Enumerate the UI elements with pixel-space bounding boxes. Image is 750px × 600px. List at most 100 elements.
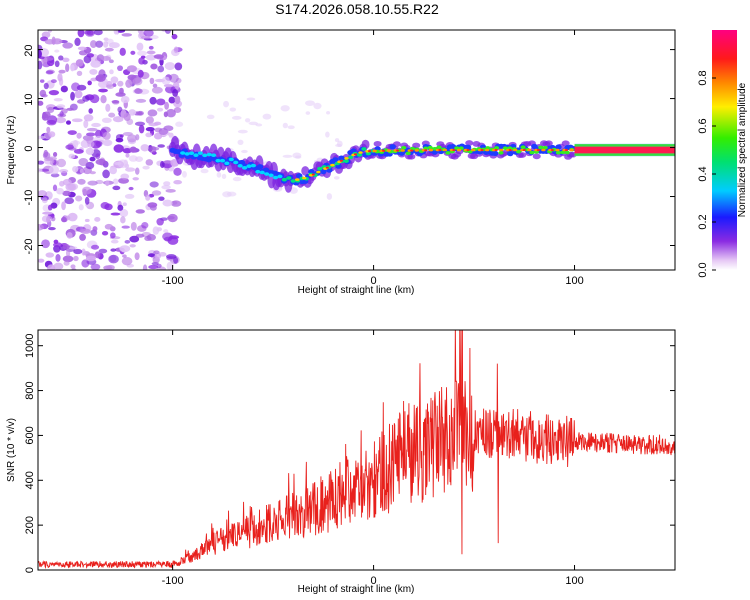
noise-blob — [146, 234, 157, 241]
noise-blob — [334, 138, 340, 143]
noise-blob — [68, 153, 76, 159]
noise-blob — [147, 109, 158, 117]
noise-blob — [117, 159, 129, 169]
noise-blob — [92, 226, 98, 232]
noise-blob — [84, 196, 90, 205]
noise-blob — [132, 77, 143, 86]
noise-blob — [135, 98, 147, 103]
noise-blob — [282, 122, 288, 129]
noise-blob — [83, 119, 89, 129]
noise-blob — [158, 127, 169, 136]
noise-blob — [120, 216, 126, 224]
spectrogram-y-tick-label: -10 — [23, 190, 35, 206]
trace-peak — [386, 149, 391, 152]
noise-blob — [142, 264, 148, 270]
trace-core — [516, 149, 522, 154]
trace-core — [520, 145, 526, 150]
noise-blob — [43, 157, 54, 162]
noise-blob — [164, 62, 176, 71]
noise-blob — [66, 107, 74, 111]
snr-x-tick-label: 100 — [565, 575, 583, 587]
noise-blob — [56, 104, 66, 109]
noise-blob — [57, 73, 63, 82]
colorbar-ticks: 0.0 0.2 0.4 0.6 0.8 — [697, 70, 716, 278]
noise-blob — [38, 60, 43, 70]
noise-blob — [167, 213, 178, 223]
noise-blob — [102, 131, 111, 141]
noise-blob — [292, 152, 302, 159]
noise-blob — [46, 106, 55, 113]
noise-blob — [125, 167, 136, 172]
noise-blob — [93, 30, 103, 36]
noise-blob — [112, 116, 124, 123]
noise-blob — [170, 200, 182, 207]
noise-blob — [48, 165, 60, 175]
noise-blob — [63, 260, 70, 266]
trace-peak — [358, 151, 363, 154]
noise-blob — [102, 169, 110, 179]
colorbar: 0.0 0.2 0.4 0.6 0.8 Normalized spectral ampl… — [697, 30, 748, 278]
snr-x-tick-label: 0 — [371, 575, 377, 587]
noise-blob — [137, 50, 147, 56]
noise-blob — [70, 91, 75, 101]
trace-core — [180, 151, 186, 155]
noise-blob — [132, 177, 139, 181]
noise-blob — [75, 195, 83, 202]
trace-core — [228, 157, 234, 162]
spectrogram-y-tick-label: 10 — [23, 93, 35, 105]
trace-peak — [311, 173, 315, 176]
noise-blob — [105, 103, 111, 112]
noise-blob — [173, 107, 182, 113]
noise-blob — [77, 30, 85, 38]
trace-core — [427, 145, 433, 150]
noise-blob — [216, 172, 222, 178]
noise-blob — [163, 229, 169, 234]
snr-y-tick-label: 0 — [24, 567, 36, 573]
noise-blob — [47, 30, 53, 33]
noise-blob — [244, 118, 251, 123]
trace-core — [215, 158, 221, 163]
noise-blob — [110, 232, 116, 239]
trace-peak — [522, 149, 526, 151]
noise-blob — [173, 256, 179, 264]
noise-blob — [149, 96, 157, 105]
noise-blob — [119, 87, 124, 95]
snr-y-tick-label: 200 — [24, 516, 36, 534]
noise-blob — [108, 59, 114, 64]
noise-blob — [76, 132, 82, 139]
spectrogram-x-tick-label: 100 — [565, 275, 583, 287]
noise-blob — [134, 252, 140, 261]
trace-core — [241, 166, 248, 170]
noise-blob — [108, 112, 116, 118]
trace-steady-edge — [574, 153, 675, 156]
trace-core — [202, 153, 208, 158]
noise-blob — [134, 121, 146, 127]
noise-blob — [305, 111, 311, 115]
noise-blob — [158, 196, 165, 201]
noise-blob — [200, 168, 209, 174]
noise-blob — [77, 178, 86, 185]
noise-blob — [42, 111, 51, 119]
noise-blob — [95, 153, 101, 160]
noise-blob — [47, 115, 58, 125]
trace-core — [361, 147, 367, 151]
trace-peak — [550, 149, 555, 151]
noise-blob — [100, 55, 111, 62]
noise-blob — [104, 140, 111, 147]
noise-blob — [83, 114, 94, 122]
noise-blob — [305, 100, 315, 107]
trace-peak — [569, 148, 574, 152]
noise-blob — [94, 251, 101, 259]
noise-blob — [83, 30, 92, 35]
noise-blob — [158, 252, 167, 257]
noise-blob — [87, 180, 98, 186]
noise-blob — [95, 158, 107, 166]
snr-panel: -100 0 100 0 200 400 600 800 1000 Height of str… — [6, 329, 676, 595]
noise-blob — [38, 100, 44, 106]
spectrogram-x-ticks: -100 0 100 — [162, 30, 584, 287]
trace-core — [445, 151, 451, 155]
trace-peak — [466, 149, 470, 151]
noise-blob — [129, 146, 137, 153]
noise-blob — [134, 88, 143, 94]
